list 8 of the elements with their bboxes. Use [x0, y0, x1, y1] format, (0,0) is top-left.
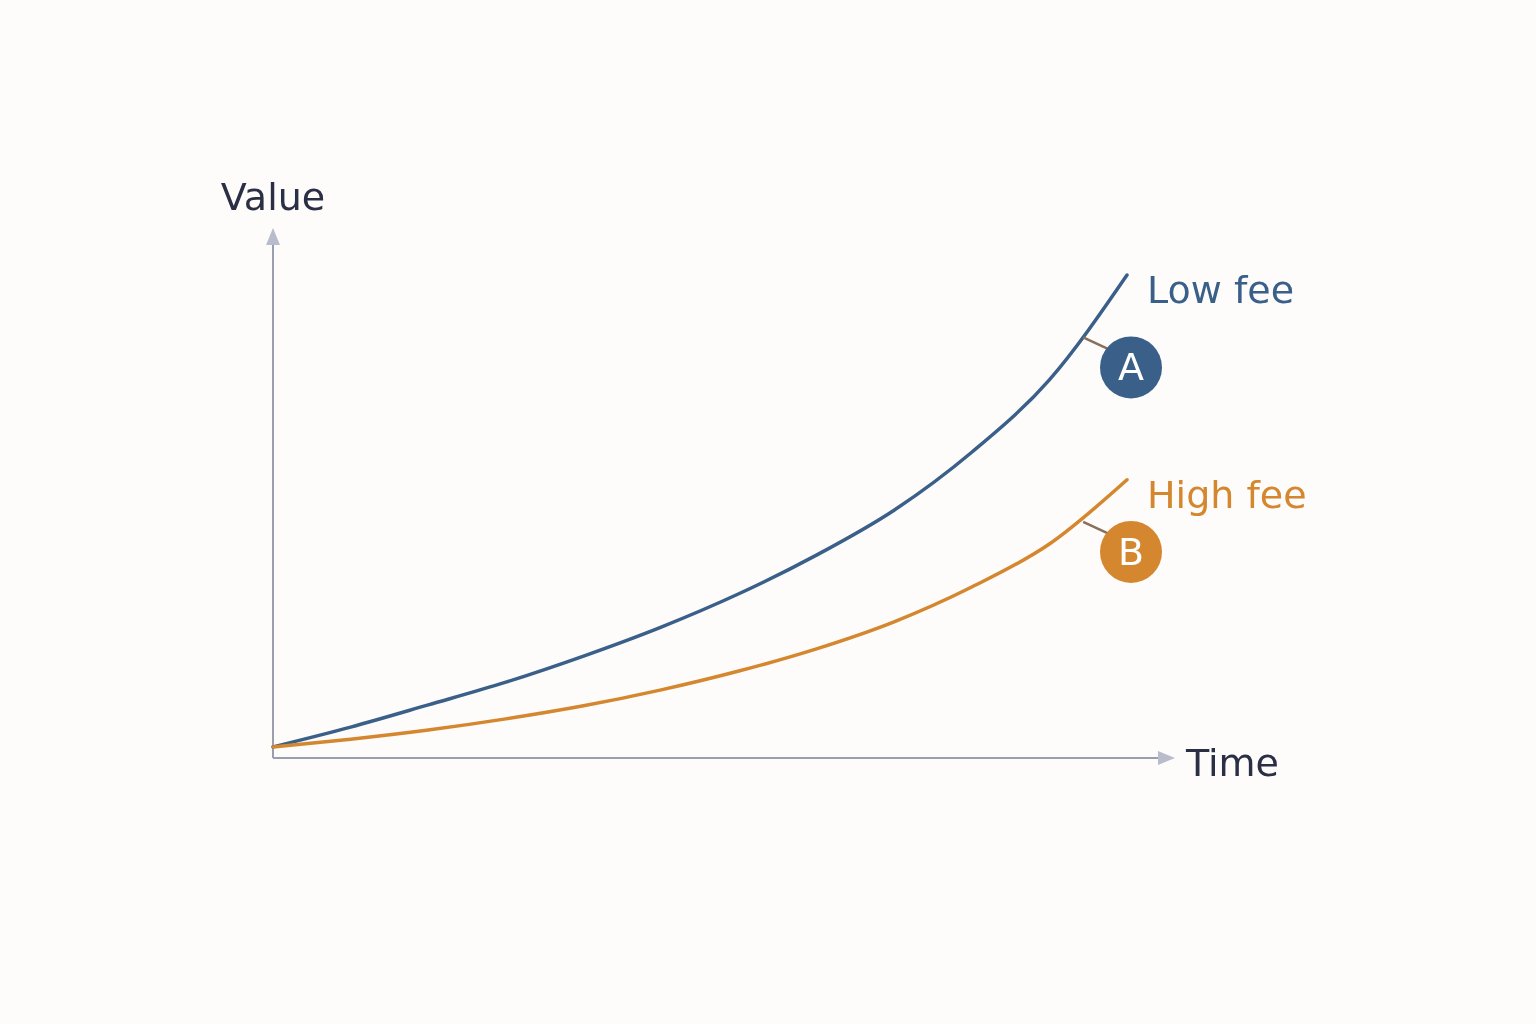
circle-badge: A	[1100, 336, 1162, 399]
x-axis-title: Time	[1185, 741, 1279, 785]
y-axis-title: Value	[220, 175, 326, 219]
annotation: A	[1118, 345, 1144, 390]
series-label: Low fee	[1147, 268, 1295, 312]
circle-badge: B	[1100, 520, 1162, 583]
annotation: B	[1117, 529, 1145, 574]
series-label: High fee	[1147, 472, 1307, 517]
